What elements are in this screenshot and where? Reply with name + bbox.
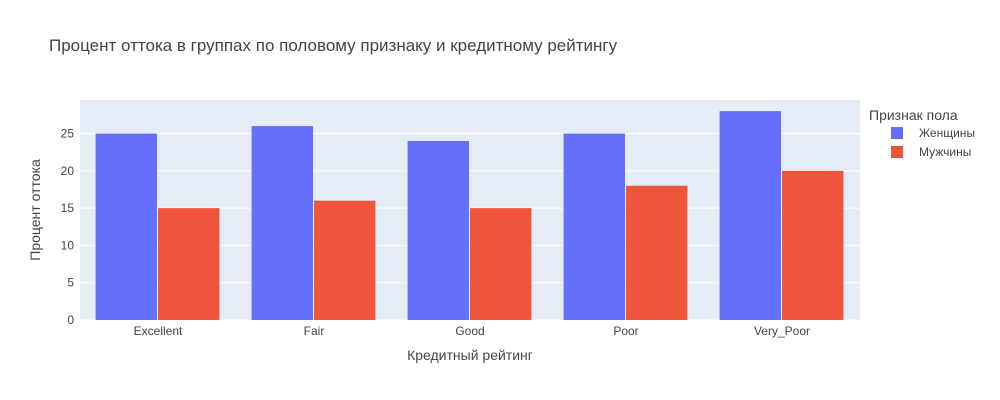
bars	[95, 111, 844, 321]
bar-Excellent-1[interactable]	[158, 208, 220, 320]
bar-Very_Poor-0[interactable]	[719, 111, 781, 321]
y-axis-title: Процент оттока	[27, 159, 43, 261]
x-tick-label: Poor	[613, 324, 638, 338]
bar-Very_Poor-1[interactable]	[782, 170, 844, 320]
bar-Good-1[interactable]	[470, 208, 532, 320]
legend-title: Признак пола	[869, 107, 958, 123]
bar-Poor-0[interactable]	[563, 133, 625, 320]
y-tick-label: 20	[61, 164, 75, 178]
legend-swatch[interactable]	[891, 146, 903, 158]
chart-title: Процент оттока в группах по половому при…	[49, 36, 618, 55]
bar-Fair-0[interactable]	[251, 126, 313, 321]
y-tick-labels: 0 5 10 15 20 25	[61, 127, 75, 327]
x-tick-labels: Excellent Fair Good Poor Very_Poor	[134, 324, 810, 338]
y-tick-label: 0	[67, 313, 74, 327]
legend: Признак пола Женщины Мужчины	[869, 107, 975, 159]
x-tick-label: Excellent	[134, 324, 183, 338]
x-axis-title: Кредитный рейтинг	[407, 347, 533, 363]
y-tick-label: 5	[67, 276, 74, 290]
x-tick-label: Good	[455, 324, 484, 338]
bar-Fair-1[interactable]	[314, 200, 376, 320]
x-tick-label: Very_Poor	[754, 324, 810, 338]
x-tick-label: Fair	[304, 324, 325, 338]
y-tick-label: 10	[61, 238, 75, 252]
legend-label[interactable]: Женщины	[919, 126, 975, 140]
y-tick-label: 15	[61, 201, 75, 215]
legend-label[interactable]: Мужчины	[919, 145, 971, 159]
y-tick-label: 25	[61, 127, 75, 141]
bar-Poor-1[interactable]	[626, 185, 688, 320]
legend-swatch[interactable]	[891, 127, 903, 139]
bar-Good-0[interactable]	[407, 141, 469, 320]
bar-Excellent-0[interactable]	[95, 133, 157, 320]
